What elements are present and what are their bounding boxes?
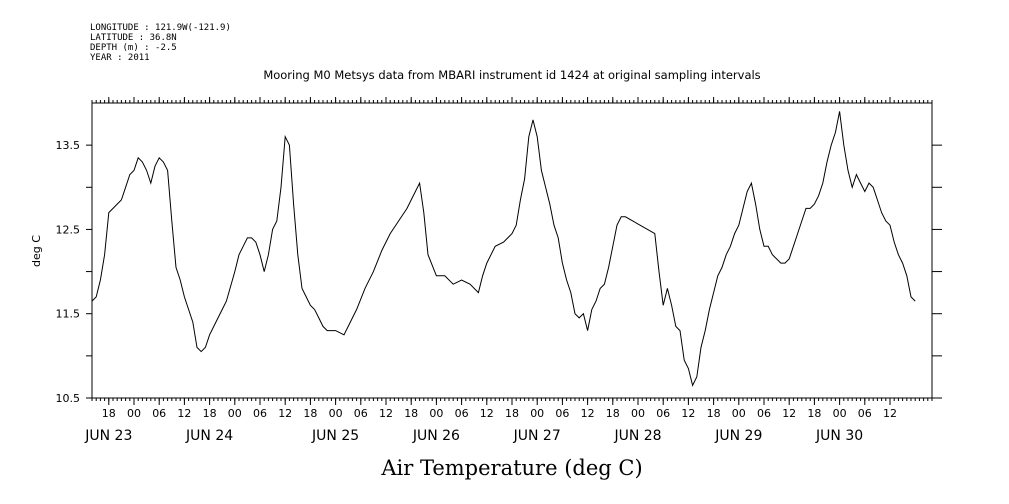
day-label: JUN 23	[84, 428, 132, 444]
x-tick-label: 12	[681, 407, 695, 420]
x-tick-label: 06	[455, 407, 469, 420]
day-label: JUN 26	[412, 428, 460, 444]
chart-title: Mooring M0 Metsys data from MBARI instru…	[263, 68, 760, 82]
day-label: JUN 24	[185, 428, 233, 444]
depth-text: DEPTH (m) : -2.5	[90, 43, 177, 53]
x-tick-label: 06	[757, 407, 771, 420]
x-tick-label: 12	[581, 407, 595, 420]
x-tick-label: 18	[203, 407, 217, 420]
x-tick-label: 12	[480, 407, 494, 420]
y-tick-label: 13.5	[56, 139, 81, 152]
x-tick-label: 18	[606, 407, 620, 420]
x-tick-label: 18	[505, 407, 519, 420]
y-tick-labels: 10.5 11.5 12.5 13.5	[56, 139, 81, 405]
x-tick-labels: 18 00 06 12 18 00 06 12 18 00 06 12 18 00 06 12 18 00 06 12…	[102, 407, 897, 420]
x-axis-label: Air Temperature (deg C)	[380, 456, 642, 480]
x-tick-label: 00	[429, 407, 443, 420]
series-line-air-temperature	[91, 111, 916, 387]
x-tick-label: 06	[152, 407, 166, 420]
latitude-text: LATITUDE : 36.8N	[90, 33, 177, 43]
x-tick-label: 00	[631, 407, 645, 420]
x-tick-label: 00	[833, 407, 847, 420]
x-tick-label: 12	[782, 407, 796, 420]
year-text: YEAR : 2011	[90, 53, 150, 63]
x-tick-label: 00	[228, 407, 242, 420]
x-tick-label: 00	[732, 407, 746, 420]
x-tick-label: 12	[379, 407, 393, 420]
day-label: JUN 27	[513, 428, 561, 444]
x-tick-label: 18	[807, 407, 821, 420]
day-labels: JUN 23 JUN 24 JUN 25 JUN 26 JUN 27 JUN 28 JUN …	[84, 428, 863, 444]
day-label: JUN 25	[311, 428, 359, 444]
y-tick-label: 11.5	[56, 308, 81, 321]
x-tick-label: 18	[102, 407, 116, 420]
x-tick-label: 00	[127, 407, 141, 420]
x-tick-label: 18	[303, 407, 317, 420]
longitude-text: LONGITUDE : 121.9W(-121.9)	[90, 23, 231, 33]
x-tick-label: 06	[253, 407, 267, 420]
metadata-block: LONGITUDE : 121.9W(-121.9) LATITUDE : 36…	[90, 23, 231, 63]
day-label: JUN 29	[714, 428, 762, 444]
x-tick-label: 00	[530, 407, 544, 420]
x-tick-label: 00	[329, 407, 343, 420]
x-tick-label: 12	[883, 407, 897, 420]
x-tick-label: 06	[555, 407, 569, 420]
x-tick-label: 06	[354, 407, 368, 420]
x-tick-label: 18	[404, 407, 418, 420]
x-tick-label: 06	[858, 407, 872, 420]
plot-frame	[91, 102, 933, 399]
x-tick-label: 12	[278, 407, 292, 420]
x-tick-label: 18	[707, 407, 721, 420]
axis-ticks	[86, 97, 942, 405]
y-tick-label: 12.5	[56, 223, 81, 236]
x-tick-label: 06	[656, 407, 670, 420]
y-axis-label: deg C	[30, 235, 43, 267]
day-label: JUN 30	[815, 428, 863, 444]
y-tick-label: 10.5	[56, 392, 81, 405]
day-label: JUN 28	[613, 428, 661, 444]
x-tick-label: 12	[177, 407, 191, 420]
